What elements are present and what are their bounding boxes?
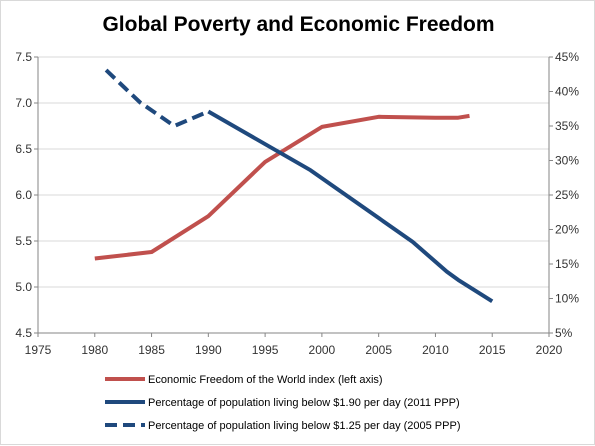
y-left-tick-label: 7.5 (15, 50, 32, 64)
y-left-tick-label: 6.0 (15, 188, 32, 202)
y-left-tick-label: 7.0 (15, 96, 32, 110)
x-tick-label: 2010 (422, 343, 449, 357)
series-line-2 (207, 109, 494, 303)
y-right-tick-label: 15% (555, 257, 579, 271)
y-right-tick-label: 25% (555, 188, 579, 202)
x-tick-label: 1975 (25, 343, 52, 357)
chart-title: Global Poverty and Economic Freedom (102, 13, 495, 36)
y-left-tick-label: 5.5 (15, 234, 32, 248)
x-tick-label: 1985 (138, 343, 165, 357)
y-left-tick-label: 5.0 (15, 280, 32, 294)
series-line-3 (104, 68, 210, 128)
y-right-tick-label: 40% (555, 85, 579, 99)
legend-label-2: Percentage of population living below $1… (148, 397, 460, 409)
x-tick-label: 1995 (252, 343, 279, 357)
legend-label-3: Percentage of population living below $1… (148, 420, 461, 432)
x-tick-label: 1990 (195, 343, 222, 357)
y-right-tick-label: 30% (555, 154, 579, 168)
y-right-tick-label: 35% (555, 119, 579, 133)
x-tick-label: 2020 (536, 343, 563, 357)
x-tick-label: 1980 (81, 343, 108, 357)
y-right-tick-label: 5% (555, 326, 573, 340)
y-right-tick-label: 45% (555, 50, 579, 64)
y-left-tick-label: 6.5 (15, 142, 32, 156)
y-right-tick-label: 20% (555, 223, 579, 237)
y-right-tick-label: 10% (555, 292, 579, 306)
x-tick-label: 2015 (479, 343, 506, 357)
x-tick-label: 2005 (365, 343, 392, 357)
legend-label-1: Economic Freedom of the World index (lef… (148, 374, 383, 386)
y-left-tick-label: 4.5 (15, 326, 32, 340)
series-line-1 (94, 113, 470, 261)
x-tick-label: 2000 (309, 343, 336, 357)
